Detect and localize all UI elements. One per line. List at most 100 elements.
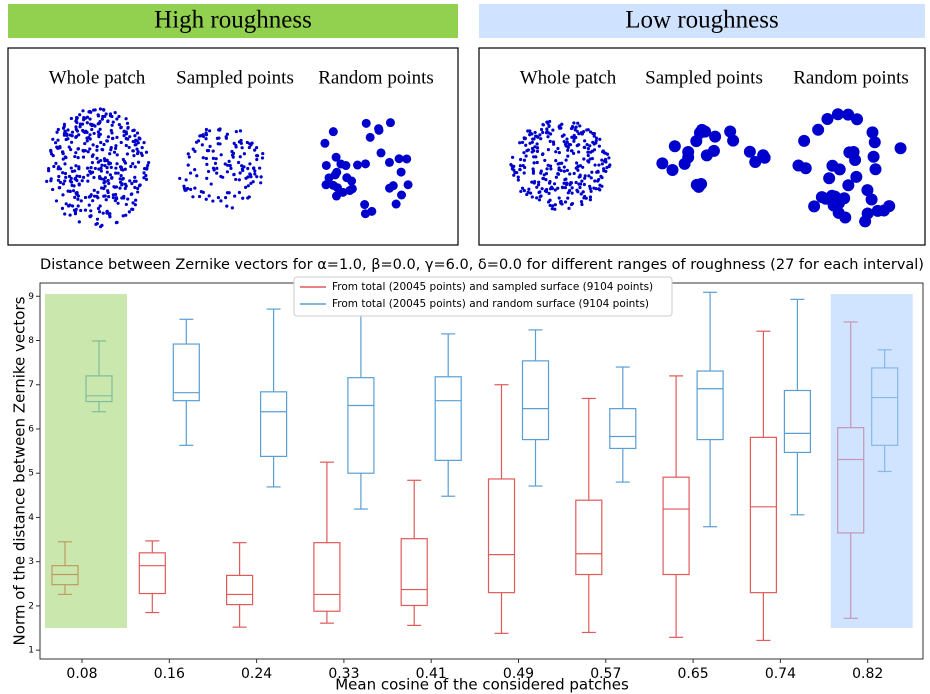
point-cloud-dot xyxy=(234,130,238,134)
point-cloud-dot xyxy=(512,164,516,169)
point-cloud-dot xyxy=(574,125,578,129)
point-cloud-dot xyxy=(237,178,241,182)
point-cloud-dot xyxy=(241,168,245,173)
point-cloud-dot xyxy=(63,162,67,166)
point-cloud-dot xyxy=(586,153,590,158)
point-cloud-dot xyxy=(133,203,137,207)
point-cloud-dot xyxy=(129,164,133,169)
point-cloud-dot xyxy=(539,194,543,198)
point-cloud-dot xyxy=(532,161,536,165)
point-cloud-dot xyxy=(396,167,406,177)
point-cloud-dot xyxy=(253,148,257,152)
point-cloud-dot xyxy=(537,180,541,184)
point-cloud-dot xyxy=(144,150,149,154)
point-cloud-dot xyxy=(73,177,77,181)
point-cloud-dot xyxy=(79,208,83,213)
point-cloud-dot xyxy=(73,195,77,199)
point-cloud-dot xyxy=(589,176,593,180)
point-cloud-dot xyxy=(548,203,552,208)
point-cloud-dot xyxy=(566,154,570,158)
point-cloud-dot xyxy=(69,176,73,181)
point-cloud-dot xyxy=(58,180,63,184)
point-cloud-dot xyxy=(76,197,80,201)
point-cloud-dot xyxy=(102,177,106,182)
point-cloud-dot xyxy=(261,151,265,156)
point-cloud-dot xyxy=(552,182,557,186)
point-cloud-dot xyxy=(74,127,78,132)
point-cloud-dot xyxy=(147,160,151,165)
point-cloud-dot xyxy=(581,165,585,169)
point-cloud-dot xyxy=(204,156,208,161)
point-cloud-dot xyxy=(522,151,526,155)
point-cloud-dot xyxy=(71,204,75,208)
point-cloud-dot xyxy=(546,148,550,152)
x-tick-label: 0.57 xyxy=(590,666,621,682)
point-cloud-dot xyxy=(531,167,535,171)
point-cloud-dot xyxy=(85,121,89,125)
point-cloud-dot xyxy=(102,157,107,161)
point-cloud-dot xyxy=(74,164,78,168)
point-cloud-dot xyxy=(215,166,219,170)
point-cloud-dot xyxy=(230,206,234,210)
point-cloud-dot xyxy=(201,190,205,194)
point-cloud-dot xyxy=(562,169,566,173)
point-cloud-dot xyxy=(588,157,592,161)
point-cloud-dot xyxy=(120,182,124,186)
point-cloud-dot xyxy=(585,143,589,147)
point-cloud-dot xyxy=(99,140,103,145)
point-cloud-dot xyxy=(88,109,92,114)
point-cloud-dot xyxy=(90,170,95,174)
point-cloud-dot xyxy=(353,160,363,170)
point-cloud-dot xyxy=(114,192,118,197)
point-cloud-dot xyxy=(109,148,113,152)
point-cloud-dot xyxy=(861,184,874,197)
point-cloud-dot xyxy=(594,136,599,140)
point-cloud-dot xyxy=(96,130,101,134)
point-cloud-dot xyxy=(79,199,83,203)
point-cloud-dot xyxy=(233,194,237,198)
point-cloud-dot xyxy=(588,187,592,191)
point-cloud-dot xyxy=(600,162,604,166)
point-cloud-dot xyxy=(245,140,249,145)
y-tick-label: 8 xyxy=(28,336,34,346)
box xyxy=(313,542,341,612)
point-cloud-dot xyxy=(96,160,100,164)
point-cloud-dot xyxy=(136,160,141,164)
point-cloud-dot xyxy=(121,214,125,218)
point-cloud-dot xyxy=(114,171,118,175)
point-cloud-dot xyxy=(103,184,107,188)
point-cloud-dot xyxy=(178,176,182,181)
point-cloud-dot xyxy=(108,173,112,177)
point-cloud-dot xyxy=(195,174,199,178)
point-cloud-dot xyxy=(191,147,195,151)
point-cloud-dot xyxy=(58,145,62,149)
point-cloud-dot xyxy=(49,179,53,183)
point-cloud-dot xyxy=(583,174,587,178)
point-cloud-dot xyxy=(808,200,821,213)
point-cloud-dot xyxy=(388,181,398,191)
point-cloud-dot xyxy=(53,141,58,145)
point-cloud-dot xyxy=(131,162,135,166)
point-cloud-dot xyxy=(229,166,233,170)
point-cloud-dot xyxy=(70,130,75,134)
point-cloud-dot xyxy=(63,179,67,183)
point-cloud-dot xyxy=(522,158,527,162)
y-tick-label: 2 xyxy=(28,601,34,611)
point-cloud-dot xyxy=(540,187,544,191)
box xyxy=(749,436,778,594)
point-cloud-dot xyxy=(548,187,553,191)
point-cloud-dot xyxy=(589,130,593,134)
point-cloud-dot xyxy=(197,194,202,199)
point-cloud-dot xyxy=(106,119,110,124)
point-cloud-dot xyxy=(360,200,370,210)
point-cloud-dot xyxy=(580,202,584,207)
point-cloud-dot xyxy=(81,155,86,159)
point-cloud-dot xyxy=(100,117,104,121)
point-cloud-dot xyxy=(585,128,589,132)
point-cloud-dot xyxy=(749,155,762,168)
point-cloud-dot xyxy=(557,196,561,200)
x-tick-label: 0.82 xyxy=(852,666,883,682)
y-tick-label: 5 xyxy=(28,469,34,479)
point-cloud-dot xyxy=(86,173,90,177)
point-cloud-dot xyxy=(51,187,55,192)
